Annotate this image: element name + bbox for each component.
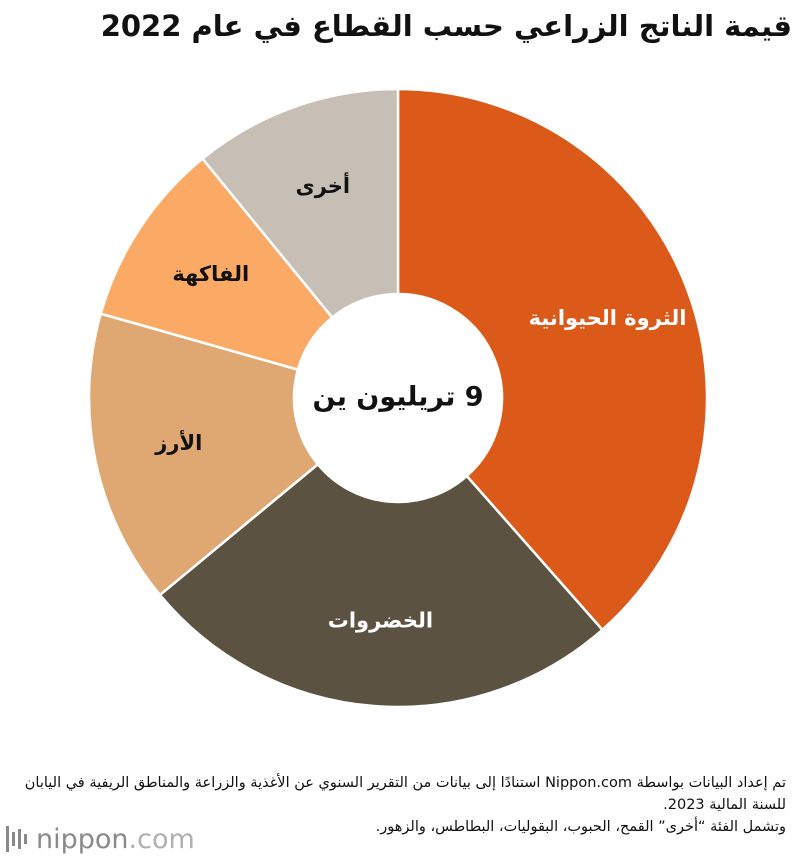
- source-note-line-2: وتشمل الفئة “أخرى” القمح، الحبوب، البقول…: [375, 819, 786, 835]
- slice-label-vegetables: الخضروات: [328, 608, 433, 632]
- logo-name: nippon: [36, 823, 129, 855]
- slice-label-rice: الأرز: [154, 429, 202, 455]
- slice-label-other: أخرى: [295, 171, 350, 198]
- logo-domain: .com: [128, 823, 195, 855]
- nippon-logo: nippon .com: [4, 822, 195, 856]
- source-note-line-1: تم إعداد البيانات بواسطة Nippon.com استن…: [24, 775, 786, 813]
- source-note: تم إعداد البيانات بواسطة Nippon.com استن…: [6, 772, 786, 838]
- donut-hole: [294, 294, 502, 502]
- nippon-logo-icon: [4, 822, 30, 856]
- slice-label-fruit: الفاكهة: [172, 262, 249, 286]
- center-total-label: 9 تريليون ين: [312, 382, 483, 413]
- chart-title: قيمة الناتج الزراعي حسب القطاع في عام 20…: [100, 9, 792, 43]
- donut-chart: الثروة الحيوانية الخضروات الأرز الفاكهة أخرى…: [87, 87, 709, 709]
- slice-label-livestock: الثروة الحيوانية: [529, 306, 687, 330]
